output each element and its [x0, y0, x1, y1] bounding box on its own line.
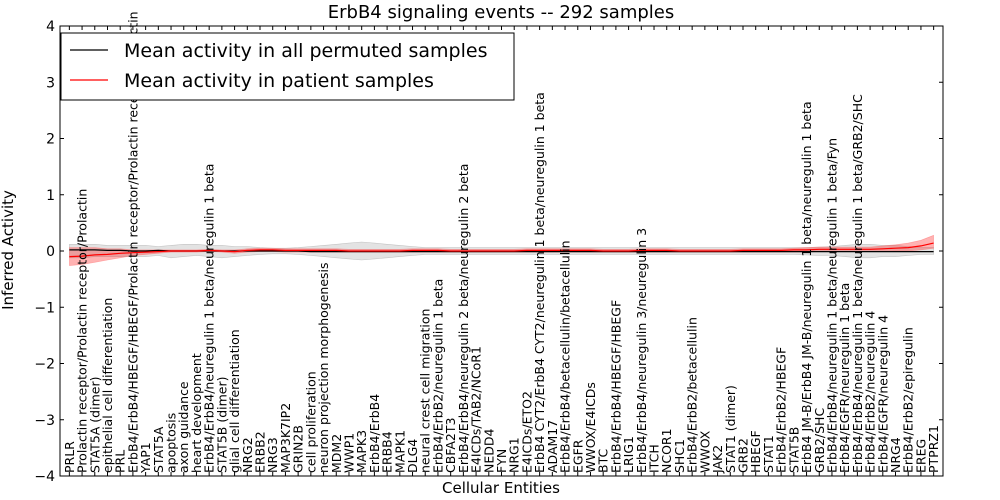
y-tick-label: 4: [46, 19, 55, 35]
category-label: MAPK1: [392, 430, 407, 473]
category-label: ErbB4/ErbB4/neuregulin 1 beta/neuregulin…: [850, 94, 865, 473]
category-label: ITCH: [647, 444, 662, 473]
chart-title: ErbB4 signaling events -- 292 samples: [328, 2, 675, 23]
y-tick-label: 2: [46, 132, 55, 148]
category-label: MAP3K7IP2: [278, 403, 293, 473]
category-label: ErbB4/ErbB4/neuregulin 3/neuregulin 3: [634, 228, 649, 473]
patient-mean-line: [69, 242, 934, 258]
category-label: ErbB4/ErbB2/HBEGF: [774, 347, 789, 473]
y-tick-label: 0: [46, 244, 55, 260]
category-label: LRIG1: [621, 436, 636, 473]
category-label: PRLR: [62, 441, 77, 473]
category-label: ErbB4/ErbB4/neuregulin 1 beta/neuregulin…: [202, 164, 217, 473]
category-label: ErbB4/ErbB4/betacellulin/betacellulin: [558, 240, 573, 473]
category-label: ErbB4/EGFR/neuregulin 1 beta: [837, 283, 852, 473]
category-label: neuron projection morphogenesis: [316, 262, 331, 473]
y-axis-label: Inferred Activity: [0, 190, 17, 310]
category-label: E4ICDs/ETO2: [519, 391, 534, 473]
category-label: EREG: [913, 439, 928, 473]
y-tick-label: −2: [34, 357, 55, 373]
category-label: NRG4: [888, 437, 903, 473]
category-label: EGFR: [570, 439, 585, 473]
category-label: ErbB4/ErbB4: [367, 394, 382, 473]
category-label: STAT5B: [786, 427, 801, 473]
category-label: ADAM17: [545, 420, 560, 473]
y-tick-label: −4: [34, 469, 55, 485]
category-label: GRIN2B: [291, 425, 306, 473]
category-label: NRG1: [507, 437, 522, 473]
category-label: NRG3: [265, 437, 280, 473]
category-label: E4ICDs/TAB2/NCoR1: [469, 346, 484, 473]
y-axis-ticks: −4 −3 −2 −1 0 1 2 3 4: [34, 19, 943, 485]
y-tick-label: 3: [46, 75, 55, 91]
x-axis-label: Cellular Entities: [442, 479, 560, 497]
category-label: JAK2: [710, 445, 725, 474]
category-label: PTPRZ1: [926, 425, 941, 473]
category-label: ErbB4 CYT2/ErbB4 CYT2/neuregulin 1 beta/…: [532, 92, 547, 473]
series-lines: [69, 242, 934, 258]
legend-label-patient: Mean activity in patient samples: [124, 70, 434, 92]
category-label: Prolactin receptor/Prolactin receptor/Pr…: [75, 189, 90, 473]
y-tick-label: −3: [34, 413, 55, 429]
category-label: STAT1 (dimer): [723, 385, 738, 473]
category-label: axon guidance: [176, 381, 191, 473]
category-label: YAP1: [138, 442, 153, 474]
category-label: ErbB4/ErbB2/epiregulin: [901, 327, 916, 473]
y-tick-label: 1: [46, 188, 55, 204]
category-label: ErbB4/ErbB2/neuregulin 1 beta: [430, 279, 445, 473]
y-tick-label: −1: [34, 300, 55, 316]
category-label: ErbB4/ErbB4/neuregulin 2 beta/neuregulin…: [456, 164, 471, 473]
category-label: WWOX: [697, 430, 712, 473]
category-label: glial cell differentiation: [227, 329, 242, 473]
legend-label-permuted: Mean activity in all permuted samples: [124, 40, 487, 62]
category-label: ErbB4/EGFR/neuregulin 4: [875, 315, 890, 473]
category-label: GRB2: [736, 438, 751, 473]
category-label: epithelial cell differentiation: [100, 298, 115, 473]
category-label: HBEGF: [748, 430, 763, 473]
category-label: STAT5A (dimer): [87, 377, 102, 473]
category-label: ErbB4/ErbB2/betacellulin: [685, 317, 700, 473]
category-label: GRB2/SHC: [812, 408, 827, 473]
category-label: WWP1: [342, 433, 357, 473]
category-label: ErbB4/ErbB2/neuregulin 4: [863, 311, 878, 473]
category-label: BTC: [596, 449, 611, 473]
category-label: ERBB4: [380, 431, 395, 473]
category-label: SHC1: [672, 439, 687, 473]
category-label: cell proliferation: [303, 371, 318, 473]
category-label: neural crest cell migration: [418, 309, 433, 473]
category-label: apoptosis: [164, 413, 179, 473]
category-label: STAT5B (dimer): [214, 377, 229, 473]
category-label: heart development: [189, 353, 204, 473]
category-label: MAPK3: [354, 430, 369, 473]
category-label: STAT5A: [151, 426, 166, 473]
category-label: WWOX/E4ICDs: [583, 382, 598, 473]
category-label: NRG2: [240, 437, 255, 473]
legend: Mean activity in all permuted samples Me…: [60, 32, 515, 101]
category-label: FYN: [494, 449, 509, 473]
legend-box: [60, 32, 515, 101]
category-label: STAT1: [761, 435, 776, 473]
category-label: ErbB4/ErbB4/HBEGF/HBEGF: [608, 300, 623, 473]
category-label: NCOR1: [659, 428, 674, 473]
category-label: ErbB4/ErbB4/neuregulin 1 beta/neuregulin…: [825, 138, 840, 473]
category-label: DLG4: [405, 439, 420, 473]
category-label: PRL: [113, 450, 128, 473]
category-label: CBFA2T3: [443, 418, 458, 473]
category-label: MDM2: [329, 434, 344, 473]
category-label: NEDD4: [481, 429, 496, 473]
category-label: ERBB2: [253, 431, 268, 473]
category-label: ErbB4 JM-B/ErbB4 JM-B/neuregulin 1 beta/…: [799, 101, 814, 473]
category-label: ErbB4/ErbB4/HBEGF/HBEGF/Prolactin recept…: [125, 11, 140, 473]
